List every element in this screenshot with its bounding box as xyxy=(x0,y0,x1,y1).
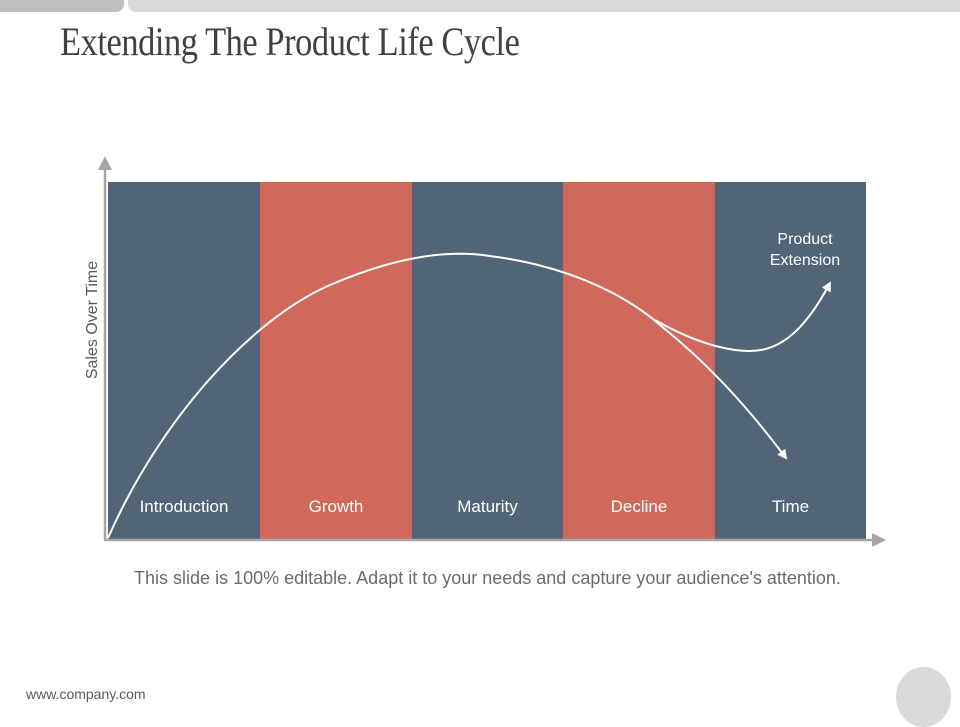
stage-label: Introduction xyxy=(139,497,229,516)
top-bar-accent-light xyxy=(128,0,960,12)
stage-label: Decline xyxy=(610,497,668,516)
product-extension-line1: Product xyxy=(777,231,833,248)
top-bar-accent-dark xyxy=(0,0,124,12)
product-extension-label: Product Extension xyxy=(745,229,865,271)
life-cycle-curve xyxy=(107,252,788,539)
x-axis-arrow-icon xyxy=(872,533,886,547)
slide-caption: This slide is 100% editable. Adapt it to… xyxy=(134,568,841,588)
product-extension-line2: Extension xyxy=(769,252,841,269)
slide-title: Extending The Product Life Cycle xyxy=(60,19,520,64)
y-axis xyxy=(98,156,112,540)
y-axis-arrow-icon xyxy=(98,156,112,170)
stage-label: Maturity xyxy=(457,497,518,516)
stage-maturity: Maturity xyxy=(412,182,563,539)
stage-time: Time xyxy=(715,182,866,539)
x-axis xyxy=(104,533,886,547)
y-axis-label: Sales Over Time xyxy=(84,260,101,380)
stage-label: Time xyxy=(771,497,810,516)
footer-url: www.company.com xyxy=(26,686,146,702)
stage-growth: Growth xyxy=(260,182,412,539)
page-number-circle xyxy=(896,667,951,727)
stage-decline: Decline xyxy=(563,182,715,539)
product-extension-curve xyxy=(654,281,831,353)
stage-introduction: Introduction xyxy=(108,182,260,539)
stage-label: Growth xyxy=(308,497,364,516)
